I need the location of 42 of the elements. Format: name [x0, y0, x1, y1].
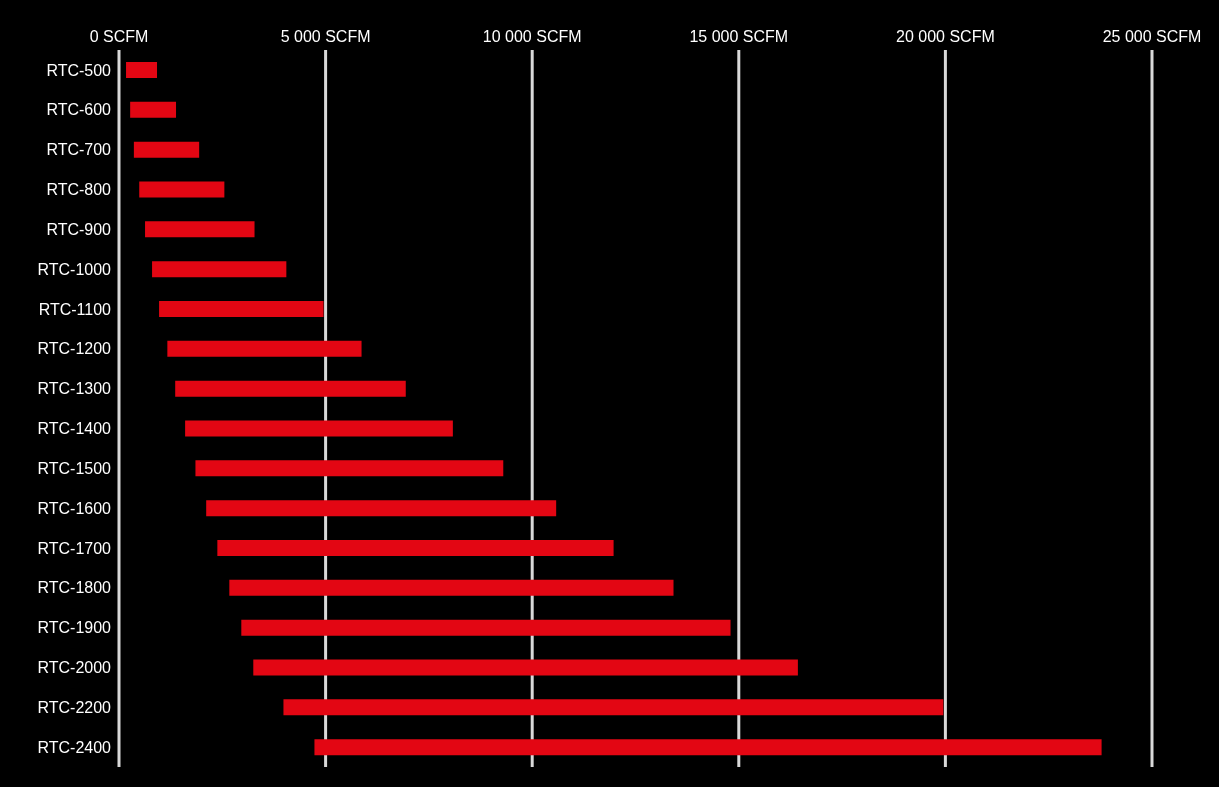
x-tick-label: 15 000 SCFM: [689, 28, 789, 45]
x-tick-label: 5 000 SCFM: [280, 28, 371, 45]
y-tick-label: RTC-1800: [37, 579, 112, 597]
y-tick-label: RTC-500: [46, 61, 112, 79]
y-tick-label: RTC-2000: [37, 659, 112, 677]
bar: [283, 699, 944, 716]
bar: [130, 101, 177, 118]
y-tick-label: RTC-1600: [37, 499, 112, 517]
y-tick-label: RTC-1400: [37, 420, 112, 438]
x-tick-label: 25 000 SCFM: [1102, 28, 1202, 45]
bar: [195, 460, 504, 477]
y-tick-label: RTC-1900: [37, 619, 112, 637]
y-tick-label: RTC-1200: [37, 340, 112, 358]
bar: [175, 380, 406, 397]
bar: [133, 141, 200, 158]
x-tick-label: 0 SCFM: [89, 28, 149, 45]
bar: [159, 301, 324, 317]
y-tick-label: RTC-900: [46, 220, 112, 238]
bar: [185, 420, 453, 437]
bar: [126, 62, 158, 78]
bar: [167, 340, 362, 357]
y-tick-label: RTC-1700: [37, 539, 112, 557]
bar: [206, 500, 557, 517]
bar: [217, 540, 614, 556]
y-tick-label: RTC-1500: [37, 459, 112, 477]
y-tick-label: RTC-2200: [37, 698, 112, 716]
y-tick-label: RTC-800: [46, 181, 112, 199]
y-tick-label: RTC-600: [46, 101, 112, 119]
y-tick-label: RTC-700: [46, 141, 112, 159]
y-tick-label: RTC-1100: [38, 300, 112, 318]
y-tick-label: RTC-1300: [37, 380, 112, 398]
bar: [139, 181, 225, 198]
bar: [314, 739, 1102, 756]
bar: [152, 261, 287, 278]
y-tick-label: RTC-1000: [37, 260, 112, 278]
bar: [241, 619, 731, 636]
y-tick-label: RTC-2400: [37, 738, 112, 756]
bar: [253, 659, 798, 676]
x-tick-label: 20 000 SCFM: [896, 28, 995, 45]
x-tick-label: 10 000 SCFM: [482, 28, 582, 45]
bar: [145, 221, 255, 238]
bar: [229, 579, 674, 596]
